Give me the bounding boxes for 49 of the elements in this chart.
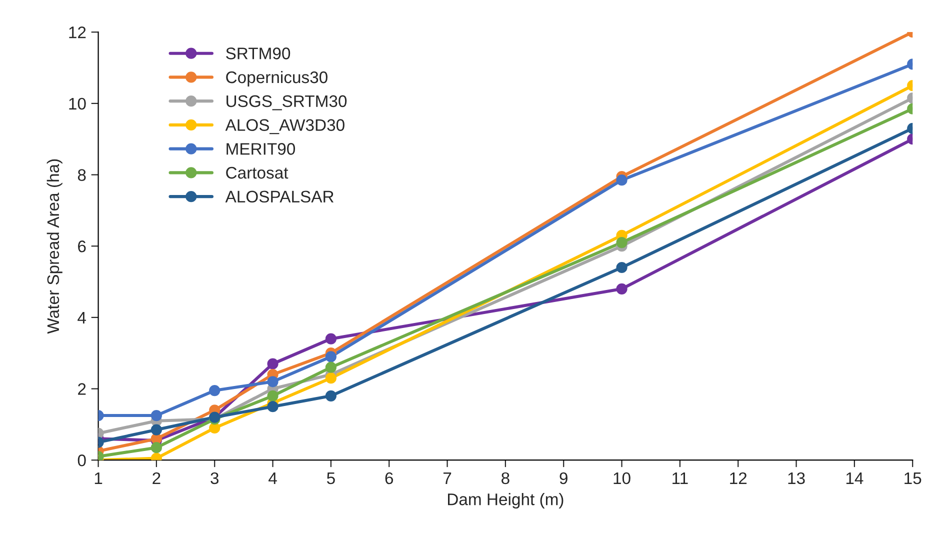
x-tick-label: 10 [614, 472, 630, 484]
x-tick-label: 9 [560, 472, 568, 484]
y-tick-label: 4 [78, 312, 86, 324]
point [209, 422, 220, 434]
legend-label: Cartosat [226, 166, 288, 179]
x-tick-label: 13 [788, 472, 805, 484]
point [267, 376, 278, 388]
point [325, 362, 336, 373]
y-tick-label: 8 [78, 169, 86, 181]
x-tick-label: 6 [385, 472, 394, 484]
legend-label: ALOSPALSAR [225, 190, 334, 203]
legend-label: ALOS_AW3D30 [225, 119, 344, 134]
x-tick-label: 2 [152, 472, 160, 484]
point [267, 390, 278, 402]
y-axis-title: Water Spread Area (ha) [46, 159, 62, 334]
point [150, 442, 162, 454]
x-tick-label: 12 [730, 472, 747, 484]
y-tick-label: 12 [69, 26, 86, 38]
x-tick-label: 5 [326, 472, 335, 484]
x-tick-label: 14 [846, 472, 864, 484]
x-tick-label: 15 [904, 472, 922, 484]
legend-label: MERIT90 [226, 143, 296, 155]
point [150, 424, 162, 436]
point [267, 358, 278, 370]
y-tick-label: 2 [78, 383, 86, 395]
point [616, 236, 628, 248]
point [325, 390, 336, 402]
point [616, 262, 628, 274]
x-tick-label: 11 [672, 472, 688, 484]
point [325, 372, 336, 384]
point [209, 384, 220, 396]
legend-label: USGS_SRTM30 [226, 95, 347, 110]
point [616, 283, 628, 294]
y-tick-label: 10 [69, 98, 86, 110]
x-tick-label: 7 [443, 472, 452, 484]
x-tick-label: 3 [210, 472, 219, 484]
x-axis-title: Dam Height (m) [448, 493, 564, 509]
legend-label: Copernicus30 [226, 70, 328, 87]
point [325, 351, 336, 362]
point [325, 333, 336, 344]
x-tick-label: 8 [502, 472, 510, 484]
x-tick-label: 4 [268, 472, 277, 484]
legend-label: SRTM90 [226, 48, 290, 60]
y-tick-label: 6 [78, 240, 86, 252]
point [150, 410, 162, 422]
point [267, 401, 278, 412]
y-tick-label: 0 [78, 454, 86, 466]
point [616, 174, 628, 186]
x-tick-label: 1 [94, 472, 102, 484]
